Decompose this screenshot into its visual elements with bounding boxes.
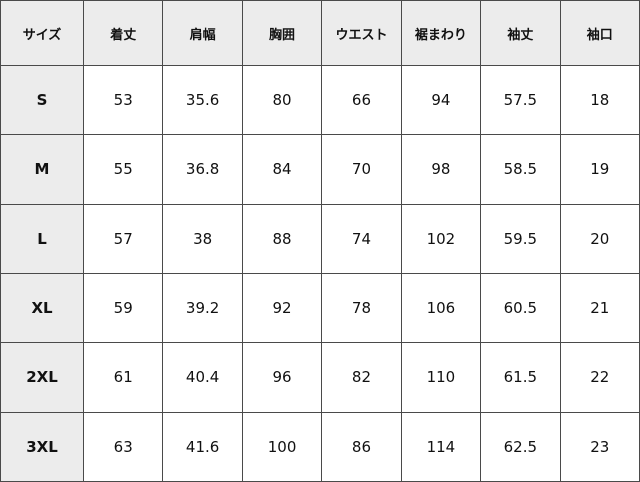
table-row: L 57 38 88 74 102 59.5 20: [0, 203, 640, 274]
table-row: M 55 36.8 84 70 98 58.5 19: [0, 134, 640, 205]
measurement-cell: 58.5: [480, 134, 561, 205]
measurement-cell: 61.5: [480, 342, 561, 413]
measurement-cell: 22: [559, 342, 640, 413]
measurement-cell: 60.5: [480, 272, 561, 344]
column-header: サイズ: [0, 0, 84, 66]
measurement-cell: 96: [241, 342, 323, 413]
measurement-cell: 110: [400, 342, 482, 413]
measurement-cell: 53: [82, 64, 164, 136]
measurement-cell: 57: [82, 203, 164, 274]
measurement-cell: 23: [559, 411, 640, 482]
measurement-cell: 18: [559, 64, 640, 136]
measurement-cell: 86: [321, 411, 402, 482]
measurement-cell: 100: [241, 411, 323, 482]
measurement-cell: 80: [241, 64, 323, 136]
size-label: S: [0, 64, 84, 136]
measurement-cell: 61: [82, 342, 164, 413]
column-header: 胸囲: [241, 0, 323, 66]
size-label: 3XL: [0, 411, 84, 482]
column-header: 肩幅: [162, 0, 243, 66]
measurement-cell: 98: [400, 134, 482, 205]
measurement-cell: 38: [162, 203, 243, 274]
measurement-cell: 57.5: [480, 64, 561, 136]
measurement-cell: 63: [82, 411, 164, 482]
measurement-cell: 106: [400, 272, 482, 344]
header-row: サイズ 着丈 肩幅 胸囲 ウエスト 裾まわり 袖丈 袖口: [0, 0, 640, 66]
measurement-cell: 21: [559, 272, 640, 344]
measurement-cell: 62.5: [480, 411, 561, 482]
measurement-cell: 66: [321, 64, 402, 136]
measurement-cell: 78: [321, 272, 402, 344]
measurement-cell: 88: [241, 203, 323, 274]
measurement-cell: 114: [400, 411, 482, 482]
measurement-cell: 39.2: [162, 272, 243, 344]
measurement-cell: 55: [82, 134, 164, 205]
size-label: 2XL: [0, 342, 84, 413]
size-label: XL: [0, 272, 84, 344]
column-header: 裾まわり: [400, 0, 482, 66]
measurement-cell: 20: [559, 203, 640, 274]
table-row: 3XL 63 41.6 100 86 114 62.5 23: [0, 411, 640, 482]
column-header: ウエスト: [321, 0, 402, 66]
measurement-cell: 102: [400, 203, 482, 274]
measurement-cell: 70: [321, 134, 402, 205]
table-row: XL 59 39.2 92 78 106 60.5 21: [0, 272, 640, 344]
measurement-cell: 40.4: [162, 342, 243, 413]
measurement-cell: 35.6: [162, 64, 243, 136]
measurement-cell: 19: [559, 134, 640, 205]
size-label: M: [0, 134, 84, 205]
measurement-cell: 41.6: [162, 411, 243, 482]
measurement-cell: 94: [400, 64, 482, 136]
measurement-cell: 84: [241, 134, 323, 205]
column-header: 袖口: [559, 0, 640, 66]
measurement-cell: 92: [241, 272, 323, 344]
measurement-cell: 59: [82, 272, 164, 344]
measurement-cell: 36.8: [162, 134, 243, 205]
measurement-cell: 74: [321, 203, 402, 274]
size-label: L: [0, 203, 84, 274]
column-header: 着丈: [82, 0, 164, 66]
measurement-cell: 82: [321, 342, 402, 413]
measurement-cell: 59.5: [480, 203, 561, 274]
table-row: 2XL 61 40.4 96 82 110 61.5 22: [0, 342, 640, 413]
table-row: S 53 35.6 80 66 94 57.5 18: [0, 64, 640, 136]
column-header: 袖丈: [480, 0, 561, 66]
